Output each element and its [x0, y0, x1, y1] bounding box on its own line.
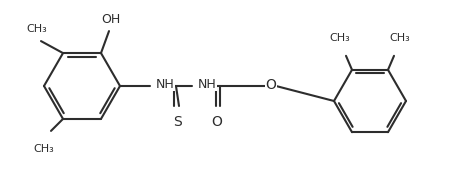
Text: S: S [172, 115, 182, 129]
Text: CH₃: CH₃ [34, 144, 55, 154]
Text: OH: OH [101, 13, 121, 26]
Text: O: O [212, 115, 222, 129]
Text: CH₃: CH₃ [329, 33, 350, 43]
Text: CH₃: CH₃ [27, 24, 47, 34]
Text: NH: NH [156, 78, 175, 91]
Text: O: O [266, 78, 277, 92]
Text: CH₃: CH₃ [389, 33, 410, 43]
Text: NH: NH [198, 78, 217, 91]
